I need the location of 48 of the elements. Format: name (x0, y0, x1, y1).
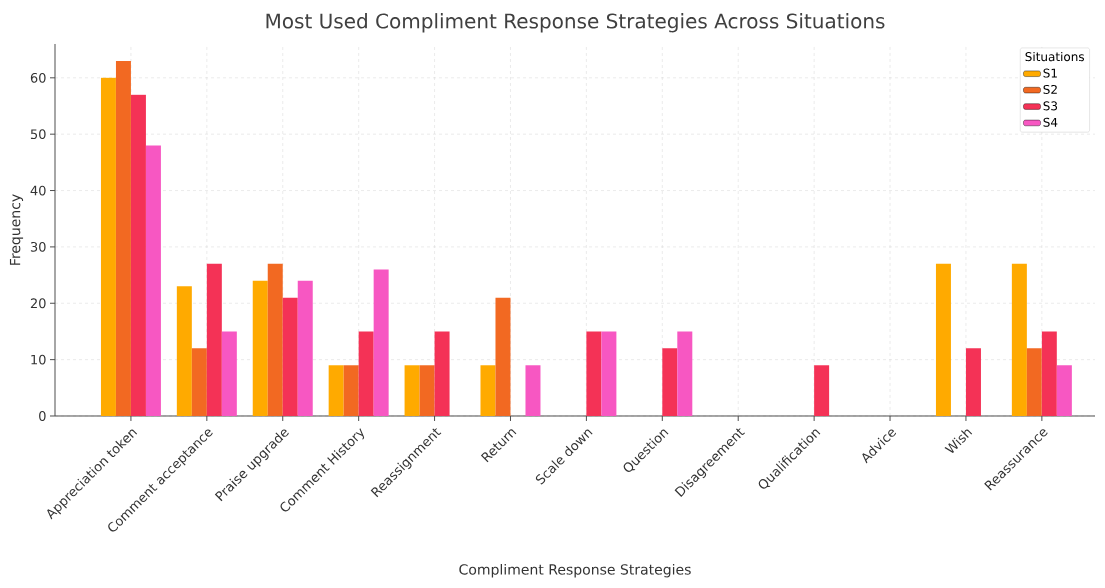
y-axis-title: Frequency (9, 194, 24, 265)
y-tick-label: 40 (30, 185, 46, 196)
bar (373, 269, 389, 416)
bar (662, 348, 678, 416)
bar (130, 94, 146, 416)
legend-label: S2 (1043, 84, 1057, 95)
bar (206, 263, 222, 416)
bar (252, 280, 268, 416)
bar (176, 286, 192, 416)
bar (495, 297, 511, 416)
bar (343, 365, 359, 416)
bar (1041, 331, 1057, 416)
legend-label: S1 (1043, 68, 1057, 78)
bar (1011, 263, 1027, 416)
legend-label: S4 (1043, 117, 1058, 127)
bar (601, 331, 617, 416)
y-tick-label: 0 (39, 411, 46, 421)
bar (100, 77, 116, 416)
bar (677, 331, 693, 416)
bar (221, 331, 237, 416)
bar (935, 263, 951, 416)
y-tick-label: 50 (30, 129, 46, 140)
bar (434, 331, 450, 416)
bar (814, 365, 830, 416)
bar (115, 60, 131, 416)
bar (191, 348, 207, 416)
y-tick-label: 60 (30, 72, 46, 83)
legend-label: S3 (1043, 101, 1058, 111)
bar (525, 365, 541, 416)
legend-title: Situations (1025, 51, 1085, 62)
bar (297, 280, 313, 416)
bar (328, 365, 344, 416)
bar (1056, 365, 1072, 416)
bar (358, 331, 374, 416)
y-tick-label: 10 (31, 354, 46, 365)
bar (965, 348, 981, 416)
bar (480, 365, 496, 416)
x-axis-title: Compliment Response Strategies (459, 563, 691, 578)
y-tick-label: 30 (30, 241, 46, 252)
bar (282, 297, 298, 416)
bar (586, 331, 602, 416)
bar (145, 145, 161, 416)
y-tick-label: 20 (30, 298, 46, 309)
bar (1026, 348, 1042, 416)
bar (267, 263, 283, 416)
bar (419, 365, 435, 416)
bar (404, 365, 420, 416)
chart-title: Most Used Compliment Response Strategies Across Situations (266, 13, 885, 33)
